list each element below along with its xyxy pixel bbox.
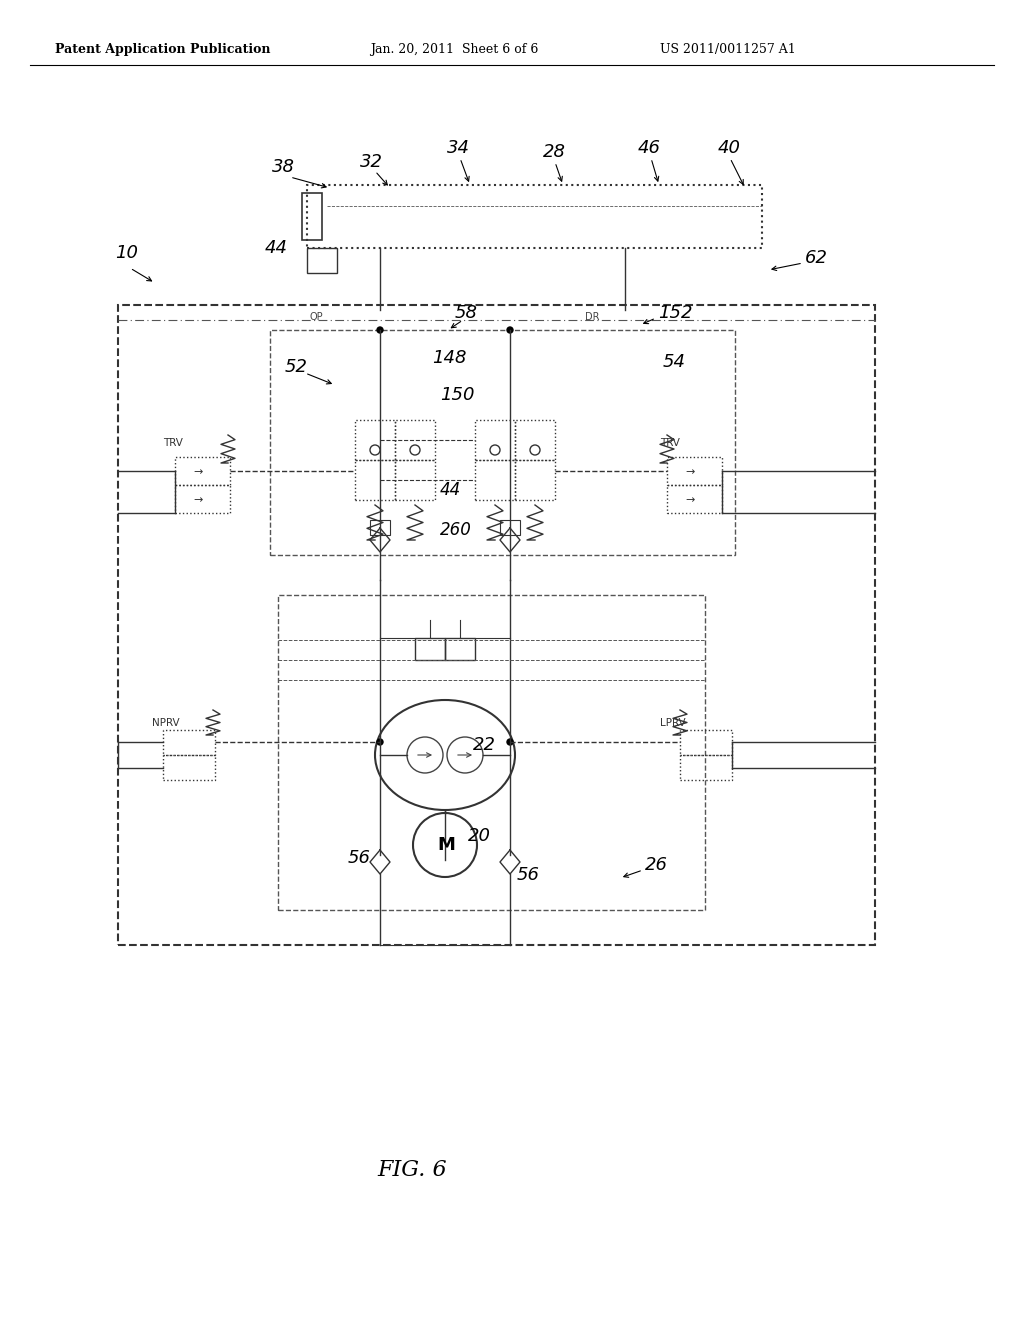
Bar bbox=[370, 520, 390, 535]
Bar bbox=[302, 193, 322, 240]
Text: DR: DR bbox=[585, 312, 599, 322]
Text: 34: 34 bbox=[447, 139, 470, 157]
Circle shape bbox=[377, 327, 383, 333]
Text: 260: 260 bbox=[440, 521, 472, 539]
Text: 32: 32 bbox=[360, 153, 383, 172]
Circle shape bbox=[507, 327, 513, 333]
Bar bbox=[515, 420, 555, 459]
Text: 22: 22 bbox=[473, 737, 496, 754]
Text: 26: 26 bbox=[645, 855, 668, 874]
Text: LPRV: LPRV bbox=[660, 718, 686, 729]
Text: →: → bbox=[685, 467, 694, 477]
Text: 148: 148 bbox=[432, 348, 467, 367]
Text: OP: OP bbox=[310, 312, 324, 322]
Bar bbox=[307, 248, 337, 273]
Text: 58: 58 bbox=[455, 304, 478, 322]
Text: 150: 150 bbox=[440, 385, 474, 404]
Text: 44: 44 bbox=[440, 480, 461, 499]
Bar bbox=[667, 484, 722, 513]
Text: →: → bbox=[193, 495, 203, 506]
Circle shape bbox=[507, 739, 513, 744]
Bar bbox=[445, 638, 475, 660]
Text: Patent Application Publication: Patent Application Publication bbox=[55, 44, 270, 57]
Circle shape bbox=[377, 739, 383, 744]
Bar bbox=[680, 730, 732, 755]
Text: 10: 10 bbox=[115, 244, 138, 261]
Text: 62: 62 bbox=[805, 249, 828, 267]
Text: →: → bbox=[193, 467, 203, 477]
Bar bbox=[307, 185, 762, 248]
Bar bbox=[175, 484, 230, 513]
Text: 28: 28 bbox=[543, 143, 566, 161]
Text: Jan. 20, 2011  Sheet 6 of 6: Jan. 20, 2011 Sheet 6 of 6 bbox=[370, 44, 539, 57]
Text: 44: 44 bbox=[265, 239, 288, 257]
Text: 52: 52 bbox=[285, 358, 308, 376]
Text: 152: 152 bbox=[658, 304, 692, 322]
Text: FIG. 6: FIG. 6 bbox=[377, 1159, 446, 1181]
Text: TRV: TRV bbox=[163, 438, 183, 447]
Bar bbox=[118, 305, 874, 945]
Text: M: M bbox=[437, 836, 455, 854]
Text: TRV: TRV bbox=[660, 438, 680, 447]
Text: 46: 46 bbox=[638, 139, 662, 157]
Text: →: → bbox=[685, 495, 694, 506]
Text: 56: 56 bbox=[348, 849, 371, 867]
Bar bbox=[667, 457, 722, 484]
Bar bbox=[355, 459, 395, 500]
Text: 56: 56 bbox=[517, 866, 540, 884]
Bar bbox=[175, 457, 230, 484]
Bar bbox=[475, 459, 515, 500]
Bar bbox=[475, 420, 515, 459]
Bar bbox=[270, 330, 735, 554]
Text: NPRV: NPRV bbox=[152, 718, 179, 729]
Text: 20: 20 bbox=[468, 828, 490, 845]
Text: 54: 54 bbox=[663, 352, 686, 371]
Bar bbox=[395, 459, 435, 500]
Text: 40: 40 bbox=[718, 139, 741, 157]
Text: US 2011/0011257 A1: US 2011/0011257 A1 bbox=[660, 44, 796, 57]
Bar bbox=[163, 730, 215, 755]
Bar bbox=[500, 520, 520, 535]
Bar bbox=[680, 755, 732, 780]
Bar bbox=[355, 420, 395, 459]
Bar bbox=[515, 459, 555, 500]
Bar bbox=[395, 420, 435, 459]
Bar bbox=[278, 595, 705, 909]
Bar bbox=[163, 755, 215, 780]
Text: 38: 38 bbox=[272, 158, 295, 176]
Bar bbox=[415, 638, 445, 660]
